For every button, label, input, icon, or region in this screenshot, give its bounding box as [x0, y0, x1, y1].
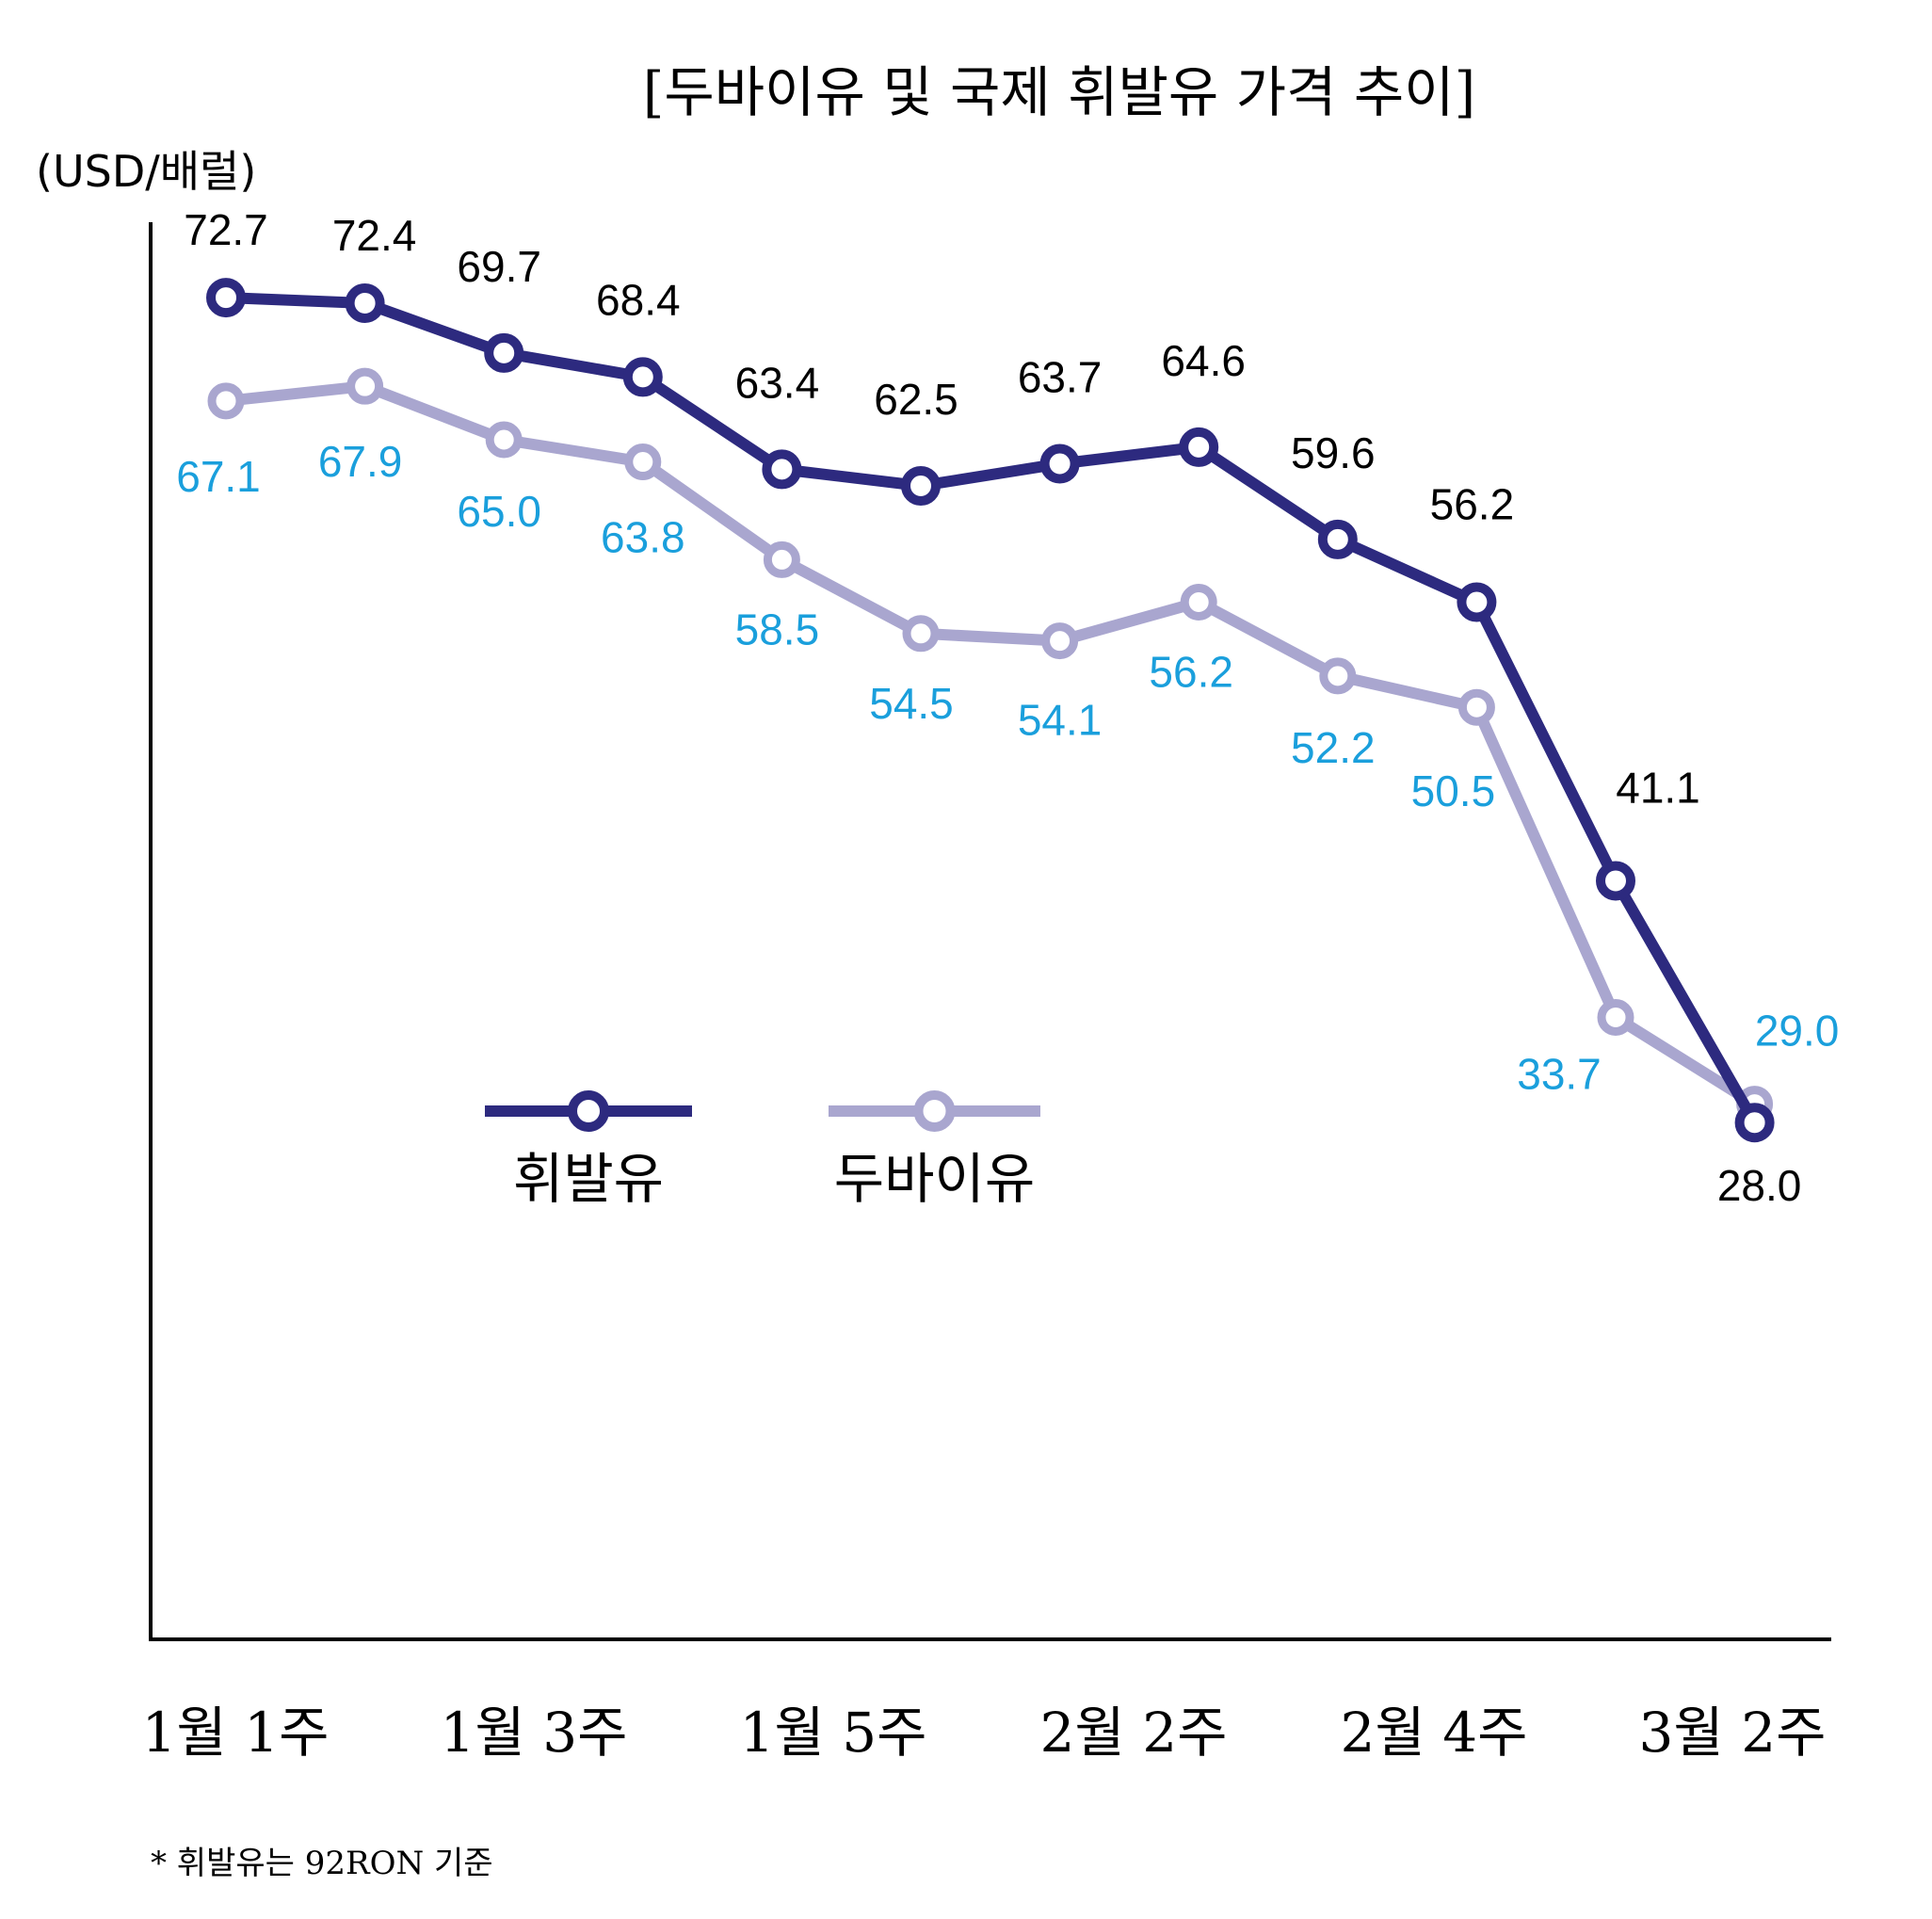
gasoline-line: [220, 292, 1761, 1129]
gasoline-series: [206, 278, 1775, 1143]
dubai-point: [207, 382, 245, 420]
gasoline-data-label: 64.6: [1161, 336, 1246, 385]
dubai-point: [1041, 622, 1079, 660]
gasoline-point: [1457, 582, 1497, 622]
dubai-point: [902, 615, 940, 653]
dubai-series: [207, 367, 1774, 1123]
gasoline-data-label: 41.1: [1616, 763, 1700, 812]
x-tick-label: 1월 1주: [142, 1701, 330, 1765]
footnote: * 휘발유는 92RON 기준: [151, 1845, 493, 1882]
legend-marker-gasoline: [568, 1090, 609, 1132]
gasoline-point: [622, 357, 663, 397]
gasoline-data-label: 28.0: [1717, 1161, 1802, 1210]
gasoline-point: [345, 282, 385, 323]
gasoline-point: [1179, 427, 1219, 467]
gasoline-point: [1596, 861, 1635, 901]
gasoline-data-label: 63.4: [735, 358, 820, 407]
x-tick-label: 2월 4주: [1341, 1701, 1528, 1765]
chart-title: [두바이유 및 국제 휘발유 가격 추이]: [643, 60, 1475, 124]
gasoline-point: [1317, 519, 1358, 559]
dubai-point: [1180, 583, 1217, 621]
legend-label-dubai: 두바이유: [834, 1147, 1035, 1211]
dubai-data-label: 50.5: [1411, 766, 1496, 815]
dubai-data-label: 29.0: [1755, 1007, 1840, 1056]
legend-marker-dubai: [913, 1090, 956, 1132]
dubai-point: [346, 367, 384, 405]
y-axis-unit: (USD/배럴): [36, 146, 256, 197]
x-tick-label: 3월 2주: [1639, 1701, 1827, 1765]
dubai-point: [763, 540, 800, 578]
dubai-point: [485, 421, 523, 459]
dubai-data-label: 52.2: [1291, 723, 1376, 772]
gasoline-data-label: 68.4: [596, 275, 681, 324]
legend-item-dubai: 두바이유: [829, 1090, 1040, 1211]
dubai-point: [1319, 657, 1357, 695]
gasoline-data-label: 69.7: [457, 242, 541, 291]
gasoline-data-label: 72.7: [184, 205, 268, 254]
gasoline-point: [1734, 1103, 1775, 1143]
x-tick-labels: 1월 1주 1월 3주 1월 5주 2월 2주 2월 4주 3월 2주: [142, 1701, 1827, 1765]
dubai-data-label: 56.2: [1149, 647, 1233, 696]
gasoline-data-label: 59.6: [1291, 428, 1376, 477]
gasoline-point: [762, 449, 802, 490]
gasoline-point: [206, 278, 246, 318]
dubai-data-label: 33.7: [1517, 1049, 1602, 1098]
x-tick-label: 1월 3주: [441, 1701, 628, 1765]
dubai-point: [624, 443, 662, 481]
legend-item-gasoline: 휘발유: [485, 1090, 692, 1211]
gasoline-data-label: 63.7: [1018, 352, 1103, 401]
x-tick-label: 1월 5주: [740, 1701, 927, 1765]
dubai-data-label: 54.1: [1018, 696, 1103, 745]
legend: 휘발유 두바이유: [485, 1090, 1040, 1211]
dubai-data-label: 67.1: [176, 452, 261, 501]
dubai-data-label: 65.0: [457, 487, 541, 536]
gasoline-point: [484, 332, 524, 373]
gasoline-data-label: 72.4: [332, 211, 417, 260]
gasoline-data-label: 56.2: [1430, 479, 1515, 528]
data-labels: 72.7 72.4 69.7 68.4 63.4 62.5 63.7 64.6 59.6 56.2…: [176, 205, 1839, 1210]
dubai-data-label: 63.8: [601, 513, 685, 562]
dubai-point: [1457, 688, 1495, 726]
series-layer: 72.7 72.4 69.7 68.4 63.4 62.5 63.7 64.6 59.6 56.2…: [176, 205, 1839, 1210]
legend-label-gasoline: 휘발유: [513, 1147, 664, 1211]
dubai-data-label: 67.9: [318, 437, 403, 486]
dubai-data-label: 58.5: [735, 605, 820, 653]
x-tick-label: 2월 2주: [1040, 1701, 1228, 1765]
dubai-line: [220, 380, 1761, 1110]
dubai-point: [1597, 998, 1634, 1036]
dubai-data-label: 54.5: [869, 679, 954, 728]
gasoline-data-label: 62.5: [874, 375, 958, 424]
gasoline-point: [901, 466, 941, 506]
gasoline-point: [1039, 443, 1080, 484]
